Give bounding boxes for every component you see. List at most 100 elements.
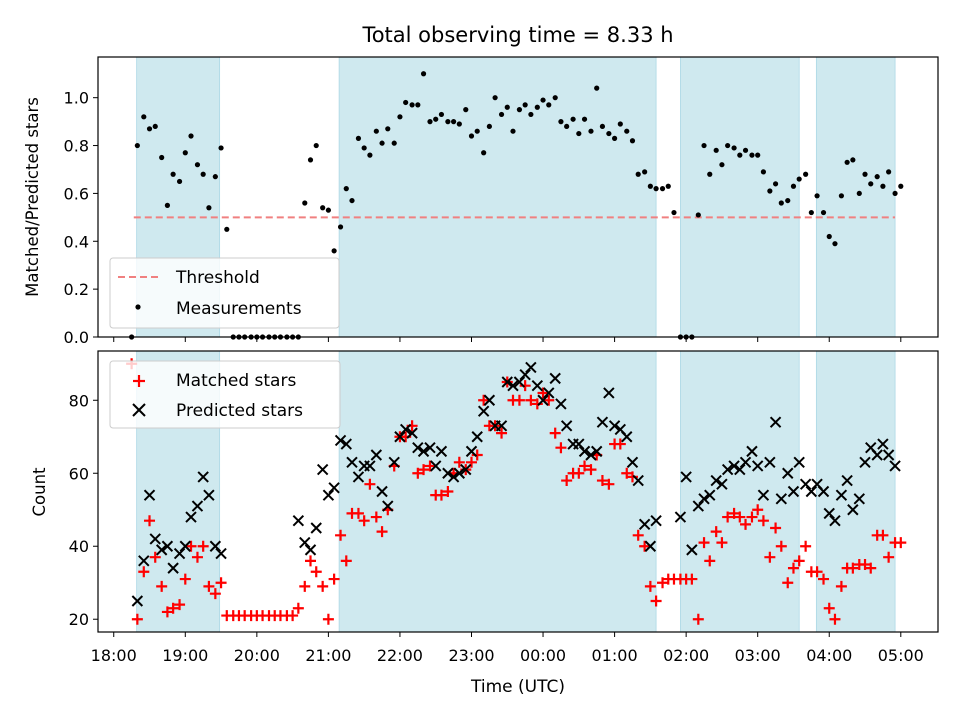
matched-star-point — [292, 602, 304, 614]
predicted-star-point — [197, 471, 209, 483]
predicted-star-point — [364, 460, 376, 472]
measurement-point — [701, 142, 707, 149]
matched-star-point — [746, 511, 758, 523]
matched-star-point — [317, 580, 329, 592]
measurement-point — [141, 114, 147, 120]
predicted-star-point — [835, 489, 848, 501]
threshold-legend-label: Threshold — [175, 268, 260, 288]
matched-star-point — [358, 515, 370, 527]
measurement-point — [540, 97, 546, 103]
predicted-star-point — [167, 562, 179, 574]
predicted-star-point — [734, 463, 746, 476]
measurement-point — [862, 171, 868, 177]
measurement-point — [188, 133, 194, 139]
x-tick-label: 19:00 — [162, 646, 208, 665]
predicted-star-point — [483, 394, 496, 406]
x-tick-label: 22:00 — [377, 646, 423, 665]
measurement-point — [731, 145, 737, 151]
matched-star-point — [770, 522, 782, 534]
predicted-star-point — [751, 460, 764, 472]
matched-star-point — [639, 540, 651, 552]
measurement-point — [898, 183, 904, 189]
predicted-star-point — [829, 514, 841, 527]
measurement-point — [629, 138, 636, 144]
measurement-point — [331, 248, 337, 254]
measurement-point — [325, 207, 331, 213]
predicted-star-point — [823, 507, 835, 520]
matched-star-point — [621, 467, 633, 479]
matched-star-point — [734, 511, 746, 523]
matched-star-point — [531, 398, 543, 410]
matched-star-point — [757, 515, 769, 527]
predicted-star-point — [209, 540, 222, 552]
measurement-point — [546, 102, 552, 108]
matched-star-point — [752, 504, 764, 516]
predicted-star-point — [299, 536, 311, 549]
top-panel: 0.0 0.2 0.4 0.6 0.8 1.0 Matched/Predicted sta… — [23, 56, 939, 347]
predicted-stars-legend-marker — [132, 403, 146, 417]
matched-star-point — [895, 537, 907, 549]
matched-star-point — [167, 602, 179, 614]
measurement-point — [349, 197, 355, 204]
predicted-star-point — [334, 434, 347, 447]
measurement-point — [767, 188, 773, 194]
predicted-star-point — [596, 416, 609, 428]
matched-star-point — [644, 580, 656, 592]
measurement-point — [481, 150, 487, 156]
predicted-star-point — [692, 500, 705, 512]
top-x-ticks — [113, 337, 902, 342]
predicted-star-point — [370, 449, 383, 461]
measurement-point — [659, 186, 666, 192]
measurement-point — [838, 193, 845, 199]
bottom-axes-frame — [97, 350, 939, 633]
measurement-point — [307, 157, 314, 163]
measurement-point — [564, 123, 570, 130]
matched-star-point — [328, 573, 340, 585]
matched-star-point — [537, 387, 549, 399]
matched-star-point — [847, 562, 859, 574]
x-tick-label: 20:00 — [234, 646, 280, 665]
predicted-star-point — [215, 547, 227, 560]
y-tick-label: 0.6 — [64, 184, 89, 203]
matched-star-point — [287, 610, 299, 622]
matched-star-point — [823, 602, 835, 614]
predicted-star-point — [435, 445, 448, 458]
matched-star-point — [775, 540, 787, 552]
predicted-star-point — [638, 518, 651, 531]
matched-star-point — [728, 507, 740, 519]
predicted-star-point — [626, 456, 639, 469]
measurement-point — [468, 133, 475, 139]
measurement-point — [588, 128, 594, 134]
matched-star-point — [364, 478, 376, 490]
y-tick-label: 0.2 — [64, 280, 89, 299]
shaded-interval — [680, 350, 800, 633]
matched-star-point — [138, 566, 150, 578]
matched-star-point — [424, 460, 436, 472]
predicted-star-point — [728, 460, 740, 472]
predicted-star-point — [501, 376, 513, 388]
predicted-star-point — [841, 474, 853, 487]
matched-star-point — [203, 580, 215, 592]
measurement-point — [713, 147, 719, 153]
measurement-point — [826, 233, 832, 240]
y-tick-label: 0.8 — [64, 137, 89, 156]
x-axis-label: Time (UTC) — [470, 677, 565, 697]
matched-star-point — [465, 456, 477, 468]
matched-star-point — [340, 555, 352, 567]
matched-star-point — [740, 518, 752, 530]
measurement-point — [463, 107, 469, 113]
predicted-star-point — [352, 471, 365, 483]
matched-star-point — [692, 613, 704, 625]
x-tick-label: 18:00 — [91, 646, 137, 665]
x-tick-label: 21:00 — [305, 646, 351, 665]
matched-star-point — [561, 475, 573, 487]
measurement-point — [218, 145, 224, 151]
x-tick-label: 05:00 — [878, 646, 924, 665]
predicted-star-point — [674, 511, 687, 523]
measurement-point — [880, 183, 886, 189]
measurement-point — [874, 174, 880, 180]
predicted-stars-legend-label: Predicted stars — [176, 401, 303, 421]
predicted-star-point — [787, 485, 800, 498]
predicted-star-point — [603, 387, 615, 399]
top-y-axis-label: Matched/Predicted stars — [23, 97, 42, 297]
